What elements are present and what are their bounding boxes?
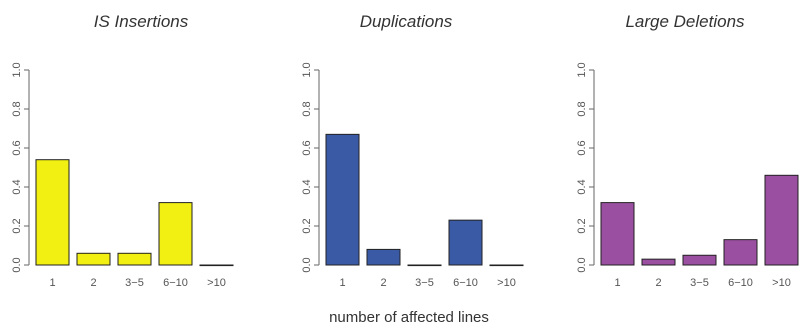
y-tick-label: 0.4 [576,179,588,194]
y-tick-label: 0.4 [301,179,313,194]
x-tick-label: 1 [49,277,55,289]
y-tick-label: 0.6 [301,140,313,155]
panel-1: IS Insertions 0.0 0.2 0.4 0.6 0.8 1.0 1 2 3−5 6−10… [11,12,234,289]
y-tick-label: 0.6 [11,140,23,155]
y-tick-label: 1.0 [576,62,588,77]
y-tick-label: 0.8 [301,101,313,116]
panel-2: Duplications 0.0 0.2 0.4 0.6 0.8 1.0 1 2 3−5 6−10 >… [301,12,524,289]
x-tick-label: 6−10 [453,277,478,289]
bar [117,252,152,266]
y-tick-label: 0.8 [576,101,588,116]
x-tick-label: 6−10 [728,277,753,289]
y-tick-label: 0.6 [576,140,588,155]
y-tick-label: 0.0 [301,257,313,272]
x-tick-label: 3−5 [125,277,144,289]
y-tick-label: 0.4 [11,179,23,194]
bar [641,258,676,266]
x-tick-label: >10 [207,277,226,289]
x-tick-label: >10 [772,277,791,289]
bar [448,219,483,266]
bar [600,202,635,266]
bar [325,133,360,266]
y-tick-label: 0.8 [11,101,23,116]
panel-title: Large Deletions [625,12,745,31]
x-tick-label: 3−5 [415,277,434,289]
bar [682,254,717,266]
x-tick-label: 2 [380,277,386,289]
bar [764,174,799,266]
y-tick-label: 0.2 [301,218,313,233]
x-tick-label: >10 [497,277,516,289]
x-tick-label: 1 [339,277,345,289]
x-axis-label: number of affected lines [329,309,489,326]
x-tick-label: 6−10 [163,277,188,289]
x-tick-label: 3−5 [690,277,709,289]
bar [35,159,70,266]
y-tick-label: 0.0 [11,257,23,272]
panel-title: IS Insertions [94,12,189,31]
x-tick-label: 1 [614,277,620,289]
bar [366,248,401,266]
bar [199,264,234,267]
bar [76,252,111,266]
bar [489,264,524,267]
y-tick-label: 0.2 [576,218,588,233]
y-tick-label: 0.2 [11,218,23,233]
y-tick-label: 0.0 [576,257,588,272]
y-tick-label: 1.0 [301,62,313,77]
x-tick-label: 2 [655,277,661,289]
y-tick-label: 1.0 [11,62,23,77]
bar [723,239,758,266]
panel-title: Duplications [360,12,453,31]
bar [407,264,442,267]
bar [158,202,193,266]
x-tick-label: 2 [90,277,96,289]
panel-3: Large Deletions 0.0 0.2 0.4 0.6 0.8 1.0 1 2 3−5 6−… [576,12,799,289]
